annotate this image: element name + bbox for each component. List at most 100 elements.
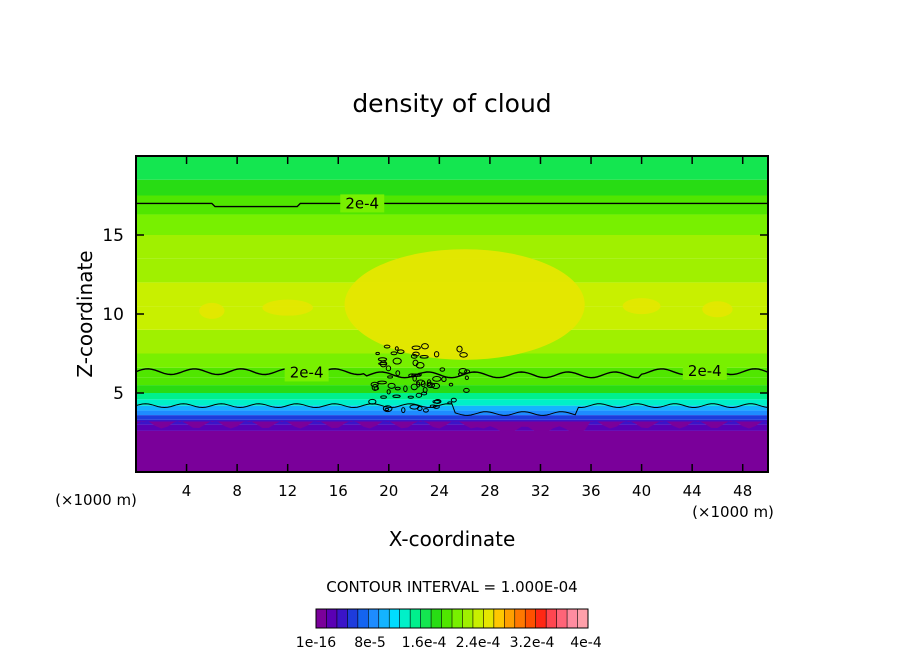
turbulent-contour <box>463 387 470 393</box>
density-band <box>136 179 768 196</box>
contour-line-upper <box>136 202 768 208</box>
x-unit-label: (×1000 m) <box>55 491 137 509</box>
colorbar-swatch <box>399 609 411 628</box>
turbulent-contour <box>385 365 392 372</box>
turbulent-contour <box>459 352 468 358</box>
density-band <box>136 405 768 411</box>
y-tick-label: 5 <box>113 384 124 404</box>
contour-label: 2e-4 <box>688 362 722 380</box>
colorbar-label: 1.6e-4 <box>402 635 447 651</box>
turbulent-contour <box>392 357 402 365</box>
colorbar-swatch <box>525 609 536 628</box>
turbulent-contour <box>384 407 390 412</box>
turbulent-contour <box>441 376 447 383</box>
colorbar-swatch <box>504 609 516 628</box>
turbulent-contour <box>410 383 418 391</box>
density-band <box>136 424 768 431</box>
turbulent-contour <box>422 386 428 394</box>
x-tick-label: 4 <box>182 482 192 500</box>
turbulent-contour <box>409 404 420 410</box>
density-band <box>136 214 768 235</box>
turbulent-contour <box>429 404 437 408</box>
turbulent-contour <box>456 345 463 353</box>
colorbar-label: 2.4e-4 <box>456 635 501 651</box>
colorbar-labels: 1e-16 8e-5 1.6e-4 2.4e-4 3.2e-4 4e-4 <box>296 635 602 651</box>
x-tick-label: 32 <box>531 482 550 500</box>
turbulent-contour <box>368 398 377 405</box>
colorbar-label: 3.2e-4 <box>510 635 555 651</box>
core-patch <box>622 298 661 315</box>
colorbar-swatch <box>326 609 338 628</box>
y-tick-label: 15 <box>102 226 124 246</box>
turbulent-contour <box>450 397 457 403</box>
x-tick-label: 36 <box>581 482 600 500</box>
turbulent-contour <box>396 349 405 355</box>
colorbar-swatch <box>357 609 369 628</box>
x-axis-label: X-coordinate <box>389 527 516 551</box>
turbulent-contour <box>464 375 469 381</box>
x-tick-label: 24 <box>430 482 449 500</box>
high-density-blobs <box>136 249 768 434</box>
density-band <box>136 377 768 386</box>
colorbar-swatch <box>378 609 390 628</box>
density-band <box>136 235 768 259</box>
colorbar-swatch <box>347 609 359 628</box>
y-unit-label: (×1000 m) <box>692 503 774 521</box>
contour-label-bg <box>682 361 727 380</box>
turbulent-contour <box>415 361 425 369</box>
turbulent-contour <box>432 376 442 382</box>
turbulent-contour <box>411 345 421 351</box>
colorbar-swatch <box>535 609 547 628</box>
turbulent-contour <box>419 355 429 359</box>
core-patch <box>262 299 313 316</box>
x-tick-label: 8 <box>232 482 242 500</box>
core-patch <box>702 301 733 318</box>
turbulent-contour <box>420 380 426 388</box>
y-axis-ticks: 5 10 15 <box>102 226 768 404</box>
turbulent-contour <box>464 369 471 374</box>
y-axis-label: Z-coordinate <box>73 250 97 377</box>
density-band <box>136 385 768 393</box>
turbulent-contour <box>379 360 388 368</box>
contour-line-lower <box>136 403 768 416</box>
x-tick-label: 44 <box>683 482 702 500</box>
turbulent-contour <box>394 346 399 351</box>
core-patch <box>199 302 225 319</box>
colorbar-swatch <box>567 609 578 628</box>
turbulent-contour <box>387 382 396 389</box>
turbulent-contour <box>377 380 387 385</box>
turbulent-contour <box>382 405 393 413</box>
density-band <box>136 367 768 378</box>
turbulent-contour <box>395 370 401 377</box>
turbulent-contour <box>407 395 414 399</box>
turbulent-contour <box>394 386 401 391</box>
turbulent-contour <box>458 367 468 374</box>
turbulent-contour <box>439 367 446 372</box>
turbulent-contour <box>433 351 440 358</box>
contour-label-bg <box>284 363 329 382</box>
colorbar-label: 1e-16 <box>296 635 336 651</box>
contour-interval-text: CONTOUR INTERVAL = 1.000E-04 <box>326 578 577 596</box>
x-tick-label: 16 <box>329 482 348 500</box>
turbulent-contour <box>448 382 454 387</box>
turbulent-contour <box>392 394 401 399</box>
colorbar-swatch <box>336 609 348 628</box>
colorbar-label: 8e-5 <box>354 635 385 651</box>
plot-area <box>136 156 768 472</box>
colorbar-swatch <box>389 609 400 628</box>
turbulent-contour <box>390 351 398 356</box>
colorbar-label: 4e-4 <box>570 635 602 651</box>
colorbar <box>315 608 589 629</box>
turbulent-contour <box>371 383 379 391</box>
chart-title: density of cloud <box>352 89 551 118</box>
x-tick-label: 12 <box>278 482 297 500</box>
turbulent-contour <box>408 373 417 378</box>
turbulent-contour <box>421 343 429 350</box>
turbulent-contour <box>383 344 391 349</box>
contour-label: 2e-4 <box>345 194 379 212</box>
turbulent-contour <box>415 379 426 386</box>
colorbar-swatch <box>556 609 568 628</box>
density-band <box>136 419 768 425</box>
core-region <box>344 249 585 360</box>
colorbar-swatch <box>462 609 474 628</box>
